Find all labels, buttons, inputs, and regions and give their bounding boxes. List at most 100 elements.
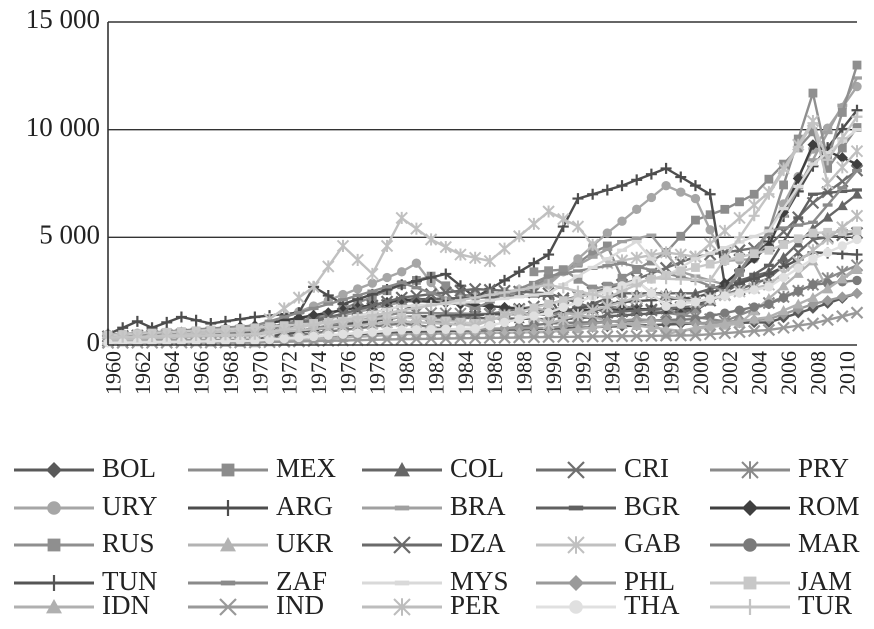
data-point xyxy=(468,282,482,296)
data-point xyxy=(822,150,833,155)
data-point xyxy=(499,317,510,328)
data-point xyxy=(630,291,643,304)
data-point xyxy=(646,192,657,203)
data-point xyxy=(352,284,363,294)
data-point xyxy=(424,233,438,246)
data-point xyxy=(719,246,730,250)
data-point xyxy=(659,329,673,342)
legend-label: RUS xyxy=(102,528,155,558)
data-point xyxy=(410,289,423,303)
data-point xyxy=(499,286,511,298)
data-point xyxy=(380,333,394,346)
x-tick-label: 1984 xyxy=(453,351,478,395)
data-point xyxy=(601,184,613,196)
data-point xyxy=(602,257,613,261)
data-point xyxy=(630,251,643,264)
data-point xyxy=(631,174,643,186)
legend-label: URY xyxy=(102,491,158,521)
legend-label: ROM xyxy=(798,491,860,521)
data-point xyxy=(661,180,671,191)
data-point xyxy=(793,263,803,273)
data-point xyxy=(499,296,510,301)
x-tick-label: 1964 xyxy=(159,351,184,395)
data-point xyxy=(292,291,306,304)
data-point xyxy=(250,323,260,333)
data-point xyxy=(705,225,715,235)
data-point xyxy=(720,204,730,214)
data-point xyxy=(264,326,276,338)
data-point xyxy=(822,282,834,293)
data-point xyxy=(573,263,583,267)
data-point xyxy=(544,273,553,283)
data-point xyxy=(469,309,481,321)
legend-marker xyxy=(393,598,411,616)
x-tick-label: 2006 xyxy=(776,351,801,395)
data-point xyxy=(705,294,715,304)
data-point xyxy=(691,263,700,272)
legend-item-zaf: ZAF xyxy=(188,566,327,596)
data-point xyxy=(837,186,848,190)
data-point xyxy=(382,272,392,283)
series-tur xyxy=(102,111,863,343)
x-tick-label: 2010 xyxy=(835,351,860,395)
data-point xyxy=(528,293,539,297)
data-point xyxy=(764,299,774,309)
data-point xyxy=(720,308,730,318)
legend-label: IND xyxy=(276,590,324,620)
data-point xyxy=(602,247,613,252)
legend-label: BOL xyxy=(102,453,156,483)
data-point xyxy=(514,295,525,299)
data-point xyxy=(424,332,438,346)
legend-item-arg: ARG xyxy=(188,491,333,521)
series-line xyxy=(107,118,858,340)
y-tick-label: 15 000 xyxy=(26,4,100,34)
series-line xyxy=(107,169,858,337)
data-point xyxy=(601,330,614,343)
legend-label: TUN xyxy=(102,566,158,596)
data-point xyxy=(249,328,261,340)
x-tick-label: 1976 xyxy=(335,351,360,395)
data-point xyxy=(690,257,701,261)
x-axis-ticks: 1960 1962 1964 1966 1968 1970 1972 1974 1976 1978… xyxy=(100,351,859,395)
legend-label: MEX xyxy=(276,453,337,483)
data-point xyxy=(807,158,818,162)
data-point xyxy=(543,279,555,291)
legend-item-bra: BRA xyxy=(362,491,506,521)
data-point xyxy=(352,328,363,338)
data-point xyxy=(588,248,598,257)
data-point xyxy=(821,313,834,327)
data-point xyxy=(749,302,759,312)
data-point xyxy=(703,237,717,251)
x-tick-label: 1968 xyxy=(218,351,243,395)
data-point xyxy=(735,197,744,207)
legend-item-ukr: UKR xyxy=(188,528,333,558)
data-point xyxy=(322,260,335,273)
data-point xyxy=(719,253,731,265)
data-point xyxy=(807,192,818,196)
y-axis-ticks: 0 5 000 10 000 15 000 xyxy=(26,4,100,357)
data-point xyxy=(425,272,437,284)
data-point xyxy=(763,188,775,200)
legend-label: ZAF xyxy=(276,566,327,596)
data-point xyxy=(587,188,599,200)
data-point xyxy=(542,317,555,330)
data-point xyxy=(146,330,158,342)
data-point xyxy=(703,327,717,341)
x-tick-label: 1986 xyxy=(482,351,507,395)
series-gab xyxy=(101,114,864,345)
data-point xyxy=(131,315,143,327)
series-line xyxy=(108,311,858,344)
data-point xyxy=(338,329,348,339)
data-point xyxy=(352,293,363,298)
data-point xyxy=(470,306,481,311)
data-point xyxy=(734,231,746,243)
data-point xyxy=(850,306,864,319)
data-point xyxy=(822,294,834,306)
data-point xyxy=(395,291,409,304)
legend-item-cri: CRI xyxy=(536,453,669,483)
data-point xyxy=(411,258,422,268)
legend-label: TUR xyxy=(798,590,852,620)
legend-label: JAM xyxy=(798,566,852,596)
data-point xyxy=(616,285,628,297)
legend-marker xyxy=(567,536,585,554)
